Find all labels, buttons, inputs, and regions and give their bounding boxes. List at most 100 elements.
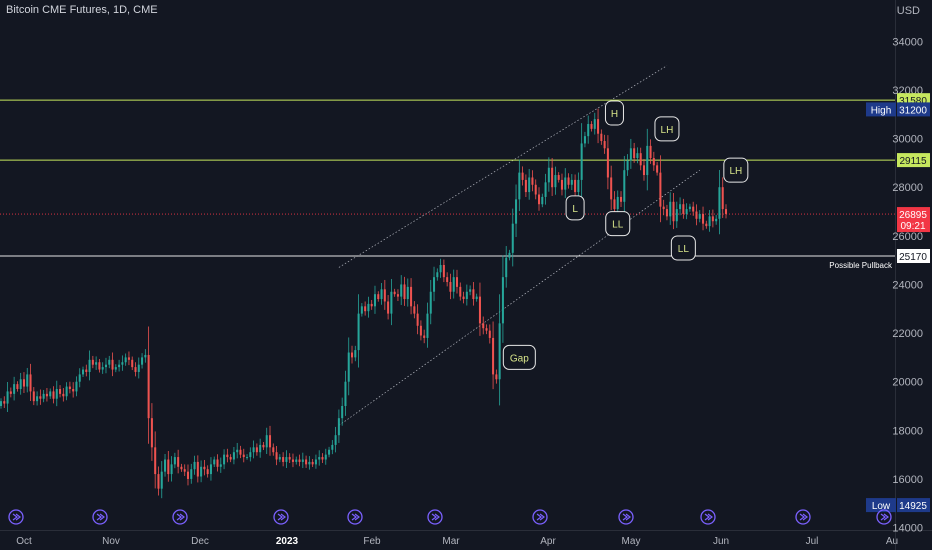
candle-body bbox=[265, 435, 268, 448]
y-tick-label: 26000 bbox=[892, 231, 923, 243]
x-tick-label: Jul bbox=[806, 536, 819, 547]
annotation-label: Gap bbox=[510, 353, 529, 364]
candle-body bbox=[698, 213, 701, 219]
candle-body bbox=[478, 296, 481, 324]
candle-body bbox=[383, 289, 386, 302]
candle-body bbox=[439, 265, 442, 273]
current-price-tag bbox=[897, 207, 930, 233]
candle-body bbox=[685, 209, 688, 214]
candle-body bbox=[32, 391, 35, 402]
candle-body bbox=[216, 459, 219, 467]
candle-body bbox=[137, 364, 140, 372]
candle-body bbox=[679, 204, 682, 210]
candle-body bbox=[236, 449, 239, 453]
candle-body bbox=[541, 196, 544, 205]
candle-body bbox=[29, 374, 32, 392]
candle-body bbox=[459, 286, 462, 297]
candle-body bbox=[583, 136, 586, 144]
x-tick-label: May bbox=[622, 536, 641, 547]
candle-body bbox=[672, 201, 675, 222]
candle-body bbox=[193, 461, 196, 470]
low-price-label: 14925 bbox=[899, 501, 927, 512]
candle-body bbox=[78, 374, 81, 382]
event-marker-icon bbox=[273, 509, 289, 525]
low-price-tag bbox=[897, 498, 930, 513]
candle-body bbox=[114, 367, 117, 370]
level-price-label: 29115 bbox=[899, 156, 927, 167]
candle-body bbox=[419, 325, 422, 336]
candle-body bbox=[636, 153, 639, 159]
candle-body bbox=[465, 291, 468, 300]
candle-body bbox=[121, 362, 124, 365]
candle-body bbox=[547, 167, 550, 183]
candle-body bbox=[528, 177, 531, 193]
candle-body bbox=[95, 362, 98, 365]
candle-body bbox=[295, 459, 298, 462]
candle-body bbox=[642, 165, 646, 176]
candle-body bbox=[554, 175, 557, 188]
chart-title: Bitcoin CME Futures, 1D, CME bbox=[6, 4, 158, 16]
candle-body bbox=[75, 381, 78, 392]
candle-body bbox=[537, 194, 541, 205]
y-tick-label: 24000 bbox=[892, 279, 923, 291]
candle-body bbox=[495, 374, 498, 380]
y-tick-label: 22000 bbox=[892, 328, 923, 340]
candle-body bbox=[446, 277, 449, 283]
candle-body bbox=[603, 141, 606, 149]
candle-body bbox=[649, 145, 652, 159]
candle-body bbox=[597, 119, 600, 134]
candle-body bbox=[347, 352, 350, 382]
price-axis-panel bbox=[895, 0, 932, 550]
candle-body bbox=[659, 172, 662, 207]
event-marker-icon bbox=[347, 509, 363, 525]
event-marker-icon bbox=[795, 509, 811, 525]
candle-body bbox=[108, 359, 111, 365]
candle-body bbox=[711, 216, 714, 222]
candle-body bbox=[482, 323, 485, 329]
candle-body bbox=[518, 172, 521, 200]
candle-body bbox=[55, 388, 58, 399]
candle-body bbox=[101, 367, 104, 370]
candle-body bbox=[702, 213, 705, 224]
candle-body bbox=[400, 284, 403, 297]
candle-body bbox=[364, 306, 367, 312]
candle-body bbox=[570, 179, 573, 185]
event-marker-icon bbox=[532, 509, 548, 525]
level-note: Possible Pullback bbox=[829, 261, 893, 270]
candle-body bbox=[49, 391, 52, 397]
event-marker-icon bbox=[876, 509, 892, 525]
candle-body bbox=[606, 148, 609, 178]
candle-body bbox=[416, 313, 419, 326]
candle-body bbox=[229, 457, 232, 460]
level-price-tag bbox=[897, 249, 930, 264]
x-tick-label: Jun bbox=[713, 536, 729, 547]
candle-body bbox=[560, 179, 563, 190]
candle-body bbox=[3, 401, 6, 404]
candle-body bbox=[249, 452, 252, 458]
y-tick-label: 30000 bbox=[892, 134, 923, 146]
candle-body bbox=[662, 206, 665, 210]
candle-body bbox=[196, 461, 199, 477]
candle-body bbox=[288, 457, 291, 460]
y-tick-label: 34000 bbox=[892, 36, 923, 48]
candle-body bbox=[328, 449, 331, 455]
candle-body bbox=[515, 199, 518, 224]
candle-body bbox=[600, 133, 603, 142]
candle-body bbox=[492, 337, 495, 375]
candle-body bbox=[590, 123, 593, 129]
candle-body bbox=[485, 328, 488, 331]
candle-body bbox=[626, 160, 629, 171]
candle-body bbox=[72, 388, 75, 392]
candle-body bbox=[449, 282, 452, 292]
candle-body bbox=[718, 187, 721, 219]
candle-body bbox=[104, 364, 107, 368]
candle-body bbox=[721, 187, 724, 210]
candle-body bbox=[268, 435, 272, 448]
candle-body bbox=[308, 461, 311, 465]
candle-body bbox=[505, 257, 508, 278]
candle-body bbox=[534, 184, 537, 195]
candle-body bbox=[629, 148, 632, 161]
candle-body bbox=[183, 469, 186, 472]
